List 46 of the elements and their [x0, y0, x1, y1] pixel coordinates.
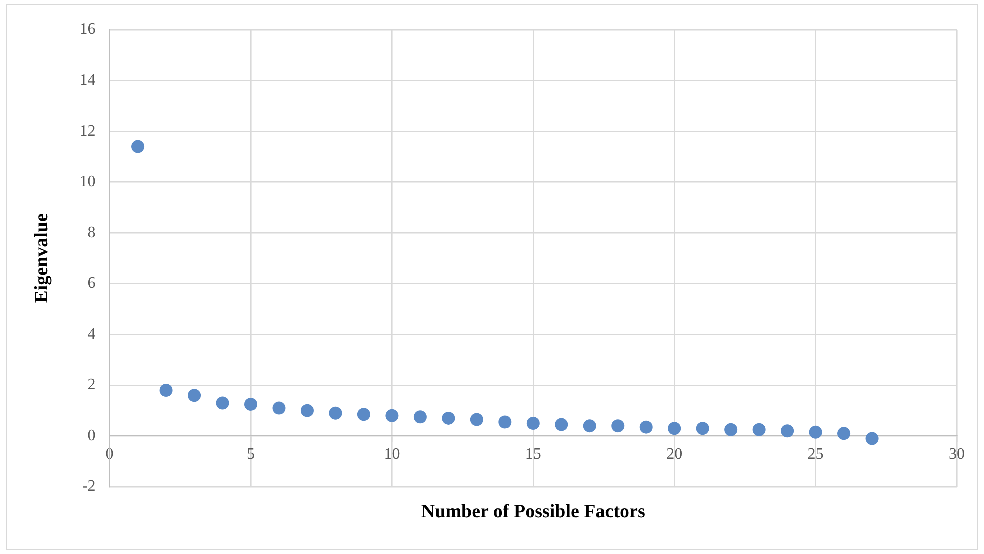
point [838, 427, 851, 440]
y-tick-label: 0 [88, 427, 96, 444]
point [188, 389, 202, 402]
x-tick-label: 25 [808, 446, 824, 464]
point [132, 140, 145, 154]
point [386, 409, 399, 422]
point [272, 402, 286, 415]
y-tick-label: -2 [82, 478, 96, 496]
point [160, 384, 173, 398]
x-axis-title: Number of Possible Factors [421, 502, 646, 523]
point [357, 408, 370, 422]
point [809, 426, 822, 439]
x-tick-label: 15 [525, 446, 542, 464]
x-tick-label: 5 [247, 446, 255, 464]
point [244, 398, 258, 411]
y-tick-label: 8 [88, 224, 96, 242]
point [442, 412, 456, 425]
y-tick-label: 6 [88, 275, 96, 292]
point [216, 396, 230, 410]
y-tick-label: 10 [80, 174, 96, 191]
point [526, 417, 540, 430]
y-tick-label: 16 [80, 21, 96, 38]
point [724, 423, 738, 436]
y-tick-label: 12 [80, 122, 96, 140]
point [414, 410, 427, 424]
point [640, 420, 653, 434]
y-tick-label: 4 [88, 326, 96, 343]
point [781, 424, 794, 438]
x-tick-label: 10 [384, 446, 400, 464]
x-tick-label: 30 [949, 446, 965, 464]
x-tick-label: 20 [666, 446, 683, 464]
point [329, 406, 342, 420]
point [696, 422, 710, 436]
y-tick-label: 2 [88, 376, 96, 394]
point [300, 404, 314, 418]
y-tick-label: 14 [80, 72, 96, 89]
point [498, 416, 512, 429]
point [612, 420, 625, 433]
point [752, 423, 766, 436]
point [583, 420, 596, 433]
point [866, 432, 879, 446]
point [555, 418, 568, 432]
point [668, 422, 682, 436]
y-axis-title: Eigenvalue [31, 214, 52, 304]
point [470, 413, 484, 426]
x-tick-label: 0 [106, 446, 114, 464]
